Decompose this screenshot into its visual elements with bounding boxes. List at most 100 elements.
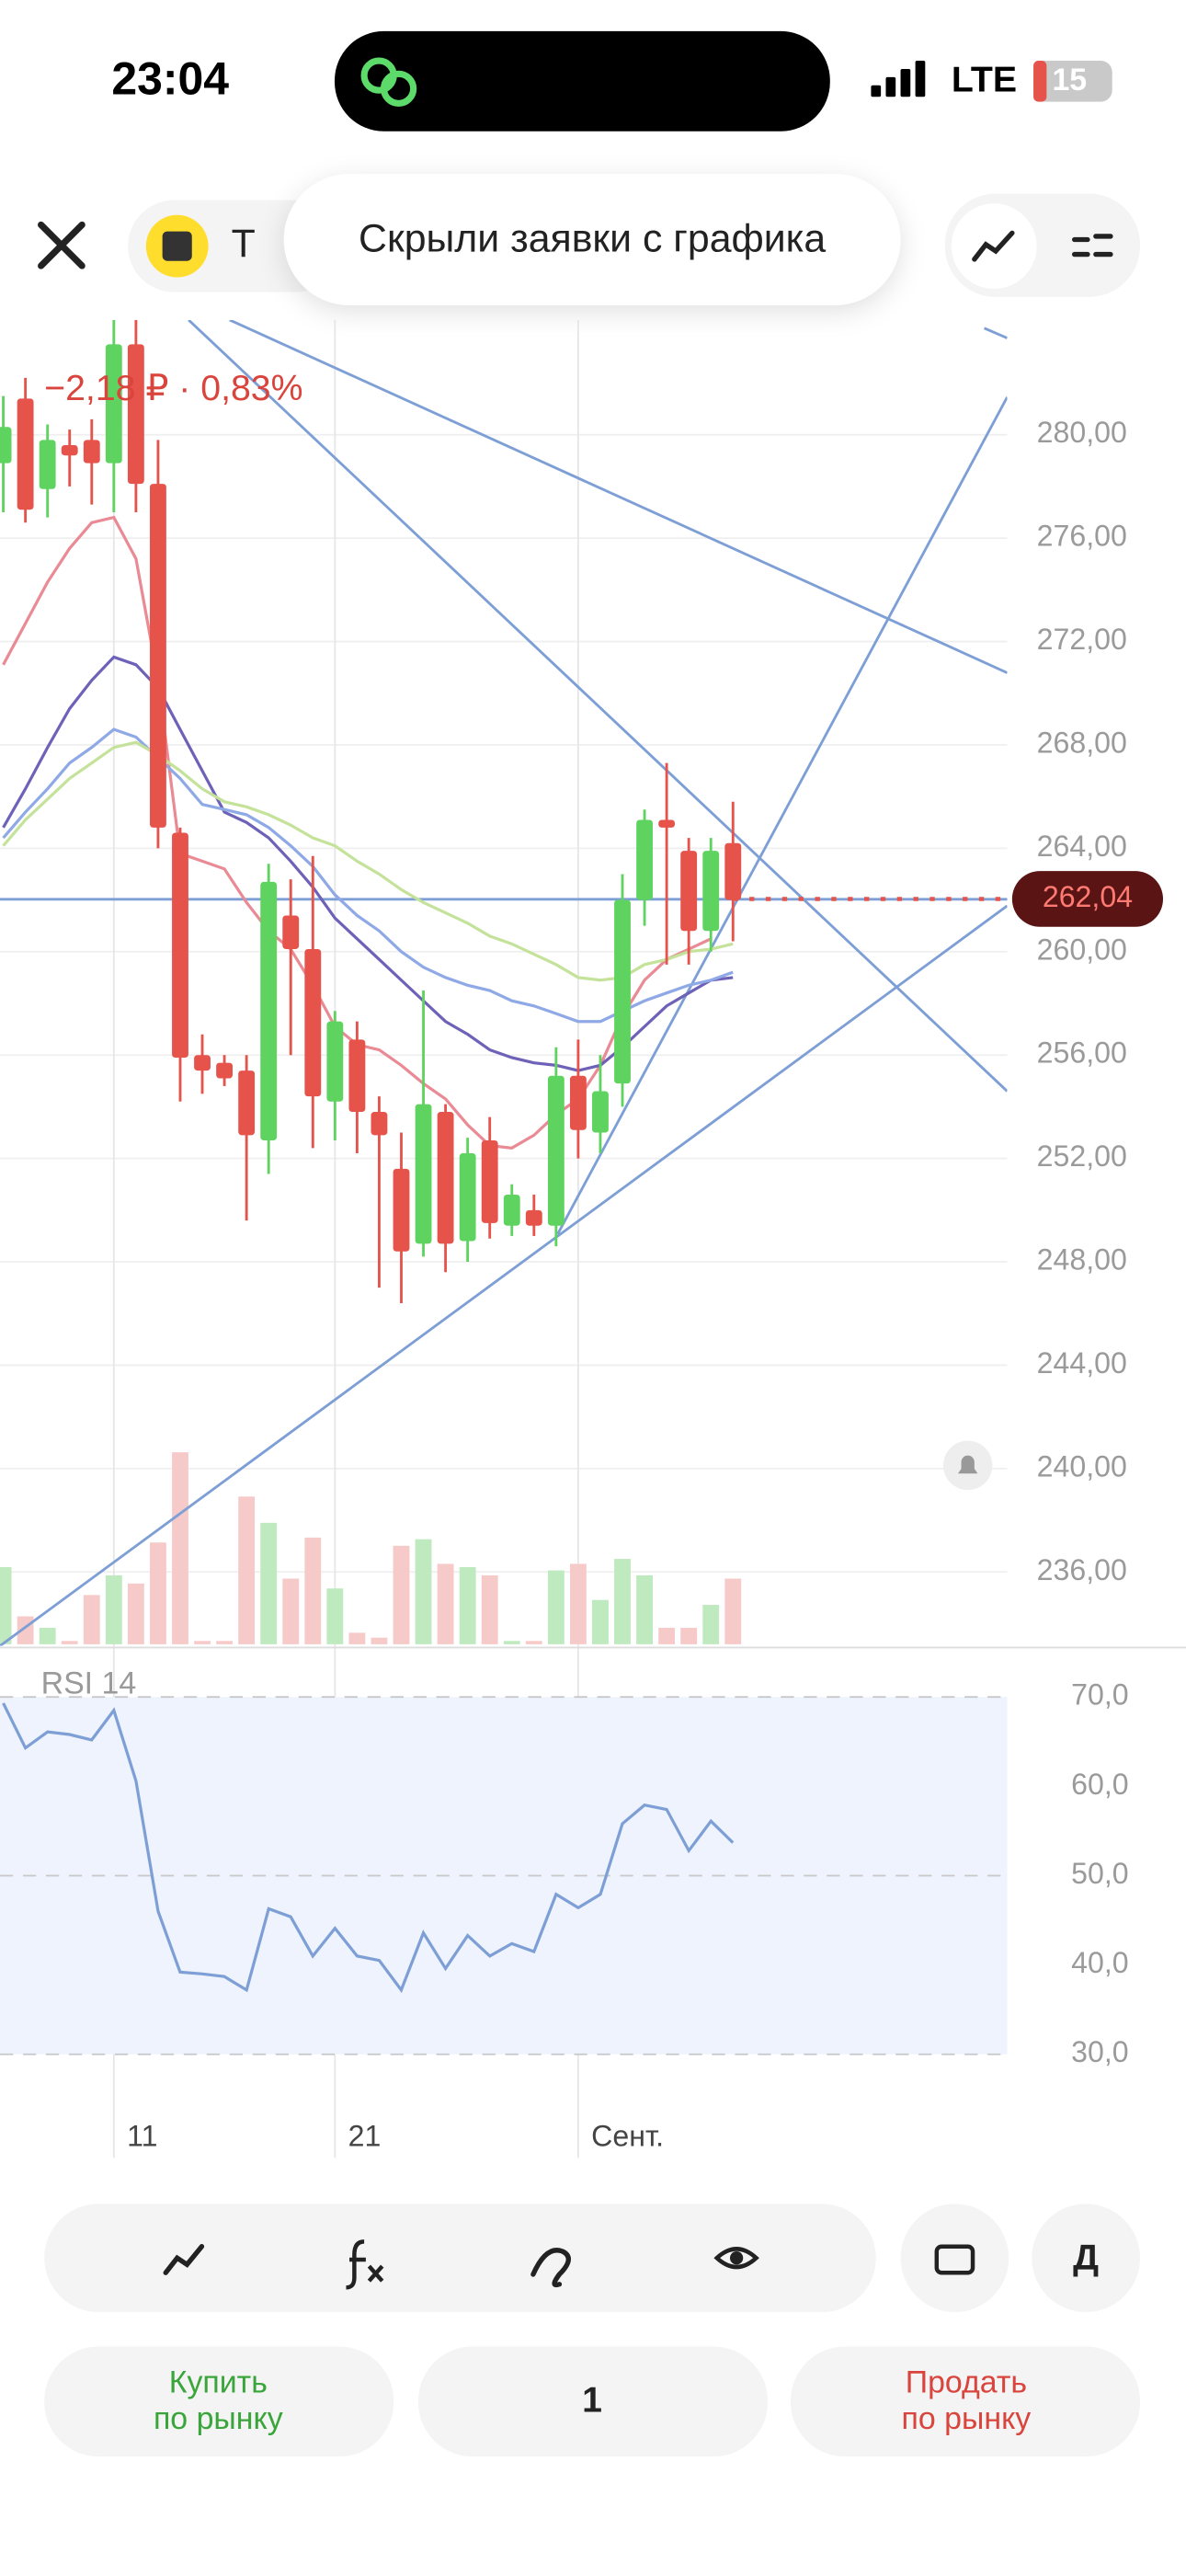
y-tick-label: 240,00 bbox=[1037, 1449, 1127, 1483]
candle-body bbox=[393, 1168, 410, 1252]
trend-line bbox=[983, 326, 1008, 339]
visibility-button[interactable] bbox=[713, 2247, 759, 2270]
candle-body bbox=[216, 1062, 234, 1079]
moving-average bbox=[2, 740, 734, 982]
candle-body bbox=[658, 819, 676, 828]
close-button[interactable] bbox=[38, 221, 86, 269]
quantity-field[interactable] bbox=[417, 2346, 769, 2457]
battery-level bbox=[1033, 61, 1047, 102]
y-tick-label: 276,00 bbox=[1037, 520, 1127, 553]
last-price-badge bbox=[1011, 871, 1164, 927]
buy-label: Купить bbox=[169, 2365, 268, 2400]
volume-bar bbox=[216, 1641, 234, 1644]
volume-bar bbox=[194, 1641, 211, 1644]
y-tick-label: 260,00 bbox=[1037, 933, 1127, 966]
volume-bar bbox=[481, 1574, 498, 1644]
buy-label: по рынку bbox=[154, 2401, 283, 2436]
volume-bar bbox=[437, 1563, 454, 1644]
rsi-panel bbox=[0, 1696, 1008, 2055]
candle-body bbox=[83, 440, 100, 464]
candle-body bbox=[614, 899, 631, 1084]
candle-body bbox=[304, 948, 322, 1097]
price-change: −2,18 ₽ · 0,83% bbox=[44, 368, 302, 408]
candle-body bbox=[17, 398, 34, 510]
ticker-name: Т bbox=[232, 222, 256, 266]
volume-bar bbox=[569, 1563, 587, 1644]
sell-label: по рынку bbox=[902, 2401, 1032, 2436]
y-tick-label: 236,00 bbox=[1037, 1553, 1127, 1586]
volume-bar bbox=[680, 1628, 698, 1644]
candle-body bbox=[105, 344, 122, 464]
rsi-tick-label: 40,0 bbox=[1071, 1946, 1128, 1979]
candle-body bbox=[238, 1070, 256, 1136]
orders-view-button[interactable] bbox=[1071, 234, 1113, 258]
network-label: LTE bbox=[952, 60, 1017, 100]
candle-body bbox=[437, 1112, 454, 1244]
volume-bar bbox=[326, 1588, 344, 1644]
candle-body bbox=[415, 1104, 432, 1244]
volume-bar bbox=[282, 1578, 300, 1644]
labels: 280,00 276,00 272,00 268,00 264,00 260,00 256,… bbox=[41, 368, 1164, 2152]
moving-average bbox=[2, 727, 734, 1024]
volume-bar bbox=[415, 1539, 432, 1644]
toast bbox=[283, 174, 901, 305]
trend-line bbox=[556, 396, 1008, 1235]
volume-bar bbox=[702, 1605, 720, 1644]
candle-body bbox=[592, 1091, 609, 1133]
y-tick-label: 244,00 bbox=[1037, 1346, 1127, 1380]
candle-body bbox=[150, 484, 166, 828]
volume-bar bbox=[547, 1570, 564, 1644]
volume-bar bbox=[127, 1583, 144, 1644]
candle-body bbox=[569, 1075, 587, 1130]
chart-type-button[interactable] bbox=[163, 2244, 205, 2275]
rsi-tick-label: 50,0 bbox=[1071, 1857, 1128, 1890]
volume-bar bbox=[150, 1542, 166, 1644]
sell-button[interactable] bbox=[791, 2346, 1141, 2457]
volume-bar bbox=[592, 1599, 609, 1644]
status-time: 23:04 bbox=[111, 52, 229, 104]
rsi-tick-label: 30,0 bbox=[1071, 2035, 1128, 2068]
trend-line bbox=[0, 904, 1008, 1646]
signal-icon bbox=[871, 61, 926, 97]
volume-bar bbox=[525, 1641, 542, 1644]
volume-bar bbox=[393, 1545, 410, 1644]
volume-bar bbox=[304, 1537, 322, 1644]
volume-bar bbox=[105, 1574, 122, 1644]
y-tick-label: 264,00 bbox=[1037, 830, 1127, 863]
candle-body bbox=[127, 344, 144, 485]
indicators-button[interactable] bbox=[346, 2239, 384, 2290]
account-button[interactable] bbox=[1032, 2204, 1141, 2313]
toolbar bbox=[44, 2204, 876, 2313]
volume-bar bbox=[724, 1578, 742, 1644]
candle-body bbox=[636, 819, 653, 900]
rsi-line bbox=[2, 1702, 735, 1994]
candle-body bbox=[61, 444, 78, 456]
x-tick-label: 11 bbox=[127, 2119, 157, 2152]
battery bbox=[1033, 61, 1112, 102]
volume-bar bbox=[238, 1496, 256, 1644]
candle-body bbox=[348, 1039, 366, 1113]
buy-button[interactable] bbox=[44, 2346, 394, 2457]
candle-body bbox=[724, 842, 742, 900]
toast-text: Скрыли заявки с графика bbox=[359, 217, 826, 261]
account-label: Д bbox=[1073, 2237, 1099, 2277]
trend-lines bbox=[0, 319, 1008, 1646]
candle-body bbox=[39, 440, 56, 489]
candle-body bbox=[326, 1021, 344, 1102]
candle-body bbox=[0, 427, 12, 464]
volume-bar bbox=[636, 1574, 653, 1644]
rsi-tick-label: 60,0 bbox=[1071, 1768, 1128, 1801]
candle-body bbox=[481, 1139, 498, 1223]
line-view-button[interactable] bbox=[951, 203, 1037, 290]
y-tick-label: 268,00 bbox=[1037, 726, 1127, 759]
candle-body bbox=[459, 1152, 476, 1242]
portfolio-button[interactable] bbox=[900, 2204, 1009, 2313]
drawing-button[interactable] bbox=[530, 2248, 571, 2288]
candle-body bbox=[680, 851, 698, 932]
ticker-logo-mark bbox=[162, 231, 192, 261]
line-view-icon bbox=[972, 230, 1015, 262]
candle-body bbox=[172, 832, 188, 1059]
